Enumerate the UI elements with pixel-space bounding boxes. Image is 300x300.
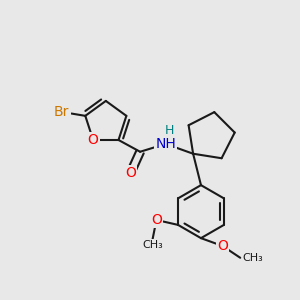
Text: Br: Br [54, 105, 69, 119]
Text: NH: NH [155, 137, 176, 151]
Text: O: O [151, 213, 162, 227]
Text: CH₃: CH₃ [242, 253, 263, 263]
Text: O: O [125, 167, 136, 180]
Text: O: O [88, 133, 99, 147]
Text: H: H [165, 124, 174, 137]
Text: O: O [217, 239, 228, 253]
Text: CH₃: CH₃ [142, 240, 163, 250]
